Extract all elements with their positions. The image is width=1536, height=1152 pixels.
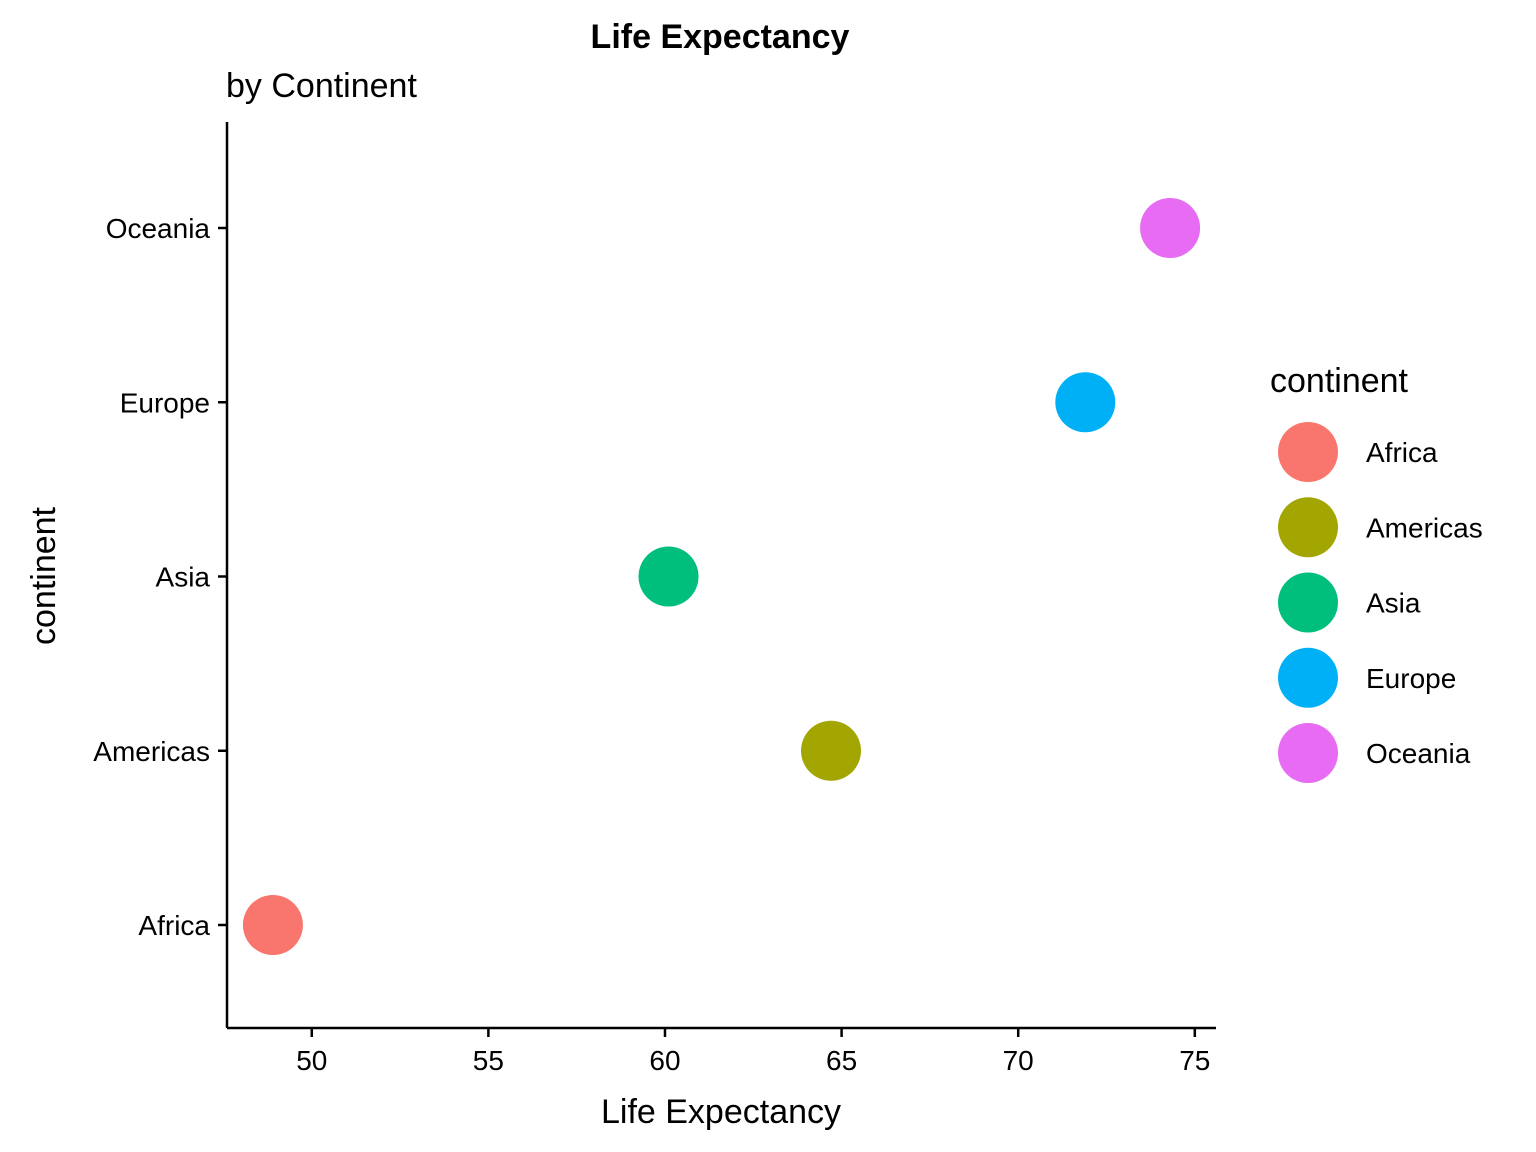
chart-title: Life Expectancy <box>591 18 850 56</box>
legend-label-europe: Europe <box>1366 663 1456 694</box>
chart-subtitle: by Continent <box>226 67 417 105</box>
point-asia <box>638 546 699 607</box>
point-europe <box>1055 372 1116 433</box>
point-africa <box>242 895 303 955</box>
y-tick-label: Asia <box>156 562 211 593</box>
y-tick-label: Europe <box>120 387 210 418</box>
y-axis-title: continent <box>25 506 63 645</box>
legend-label-oceania: Oceania <box>1366 738 1471 769</box>
x-tick-label: 55 <box>473 1045 504 1076</box>
x-tick-label: 50 <box>296 1045 327 1076</box>
x-tick-label: 70 <box>1003 1045 1034 1076</box>
legend-key-oceania <box>1278 723 1338 783</box>
x-tick-label: 65 <box>826 1045 857 1076</box>
y-tick-label: Oceania <box>106 213 211 244</box>
legend-label-asia: Asia <box>1366 588 1421 619</box>
legend-key-americas <box>1278 497 1338 558</box>
legend-label-americas: Americas <box>1366 512 1483 543</box>
legend-key-africa <box>1278 422 1338 482</box>
y-tick-label: Americas <box>93 736 210 767</box>
x-tick-label: 75 <box>1179 1045 1210 1076</box>
legend-key-europe <box>1278 647 1338 708</box>
x-tick-label: 60 <box>649 1045 680 1076</box>
plot-area: 50 55 60 65 70 75 Africa Americas Asia Europe Ocea… <box>93 122 1216 1076</box>
point-oceania <box>1140 198 1201 258</box>
legend-label-africa: Africa <box>1366 437 1438 468</box>
legend: continent Africa Americas Asia Europe Oceani… <box>1270 362 1483 783</box>
legend-key-asia <box>1278 572 1338 633</box>
point-americas <box>800 720 861 781</box>
legend-title: continent <box>1270 362 1409 400</box>
y-tick-label: Africa <box>138 910 210 941</box>
x-axis-title: Life Expectancy <box>601 1093 841 1131</box>
